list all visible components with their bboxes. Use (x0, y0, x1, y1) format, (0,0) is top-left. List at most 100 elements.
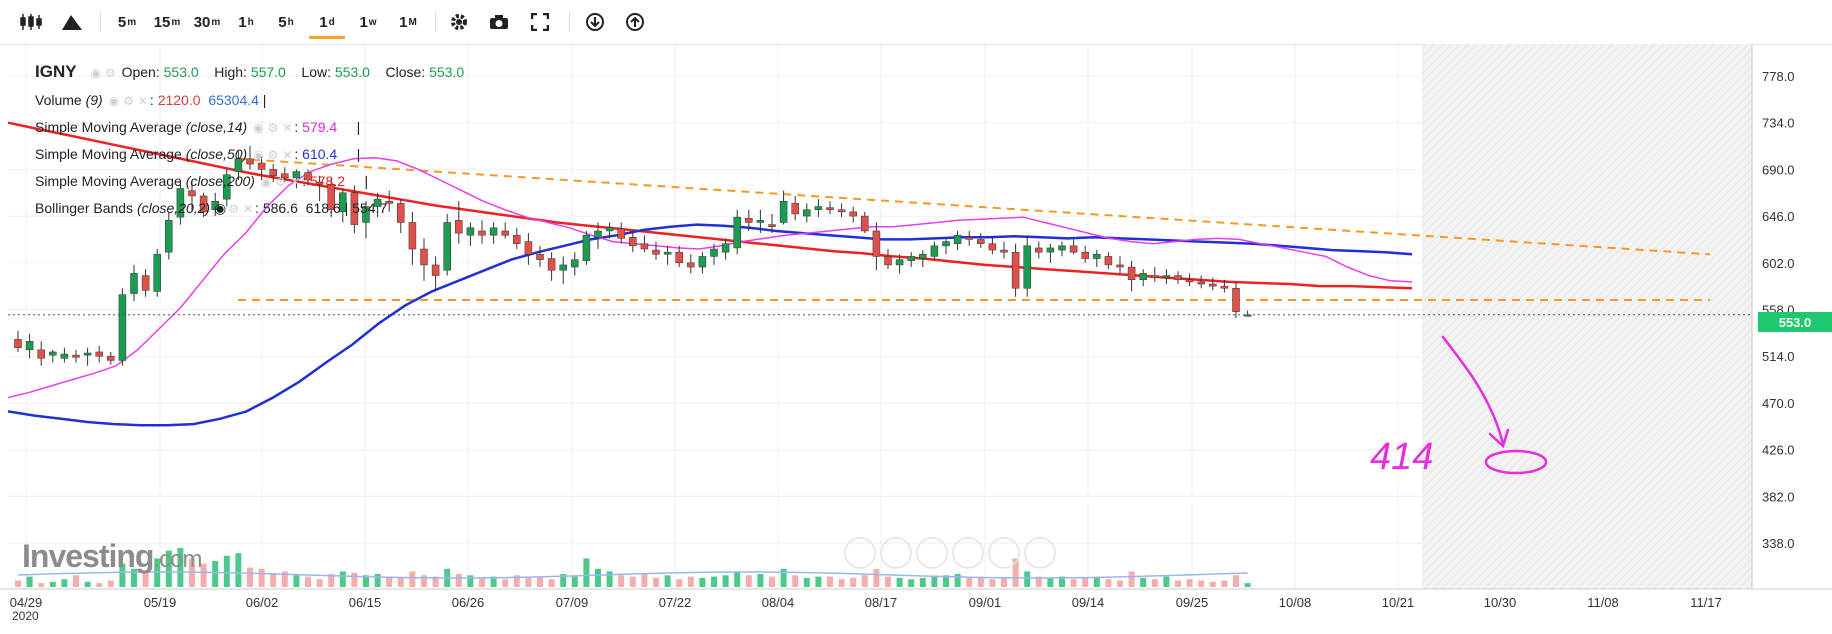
candle-body (339, 192, 347, 213)
y-tick-label: 426.0 (1762, 443, 1795, 458)
volume-bar (1128, 571, 1135, 587)
close-icon[interactable]: ✕ (282, 121, 293, 135)
volume-bar (502, 579, 509, 587)
volume-bar (397, 577, 404, 587)
eye-icon[interactable]: ◉ (253, 148, 264, 162)
volume-bar (919, 577, 926, 587)
volume-bar (119, 563, 126, 587)
volume-bar (687, 576, 694, 587)
sma200-label: Simple Moving Average (35, 173, 182, 189)
candle-body (953, 234, 962, 244)
volume-bar (1117, 580, 1123, 587)
candle-body (501, 230, 509, 236)
ohlc-legend: IGNY ◉ ⚙ Open: 553.0 High: 557.0 Low: 553… (35, 62, 464, 82)
candle-body (489, 227, 498, 236)
close-icon[interactable]: ✕ (242, 202, 254, 216)
candle-body (814, 206, 823, 210)
toolbar-divider (100, 12, 101, 32)
chart-area[interactable]: 778.0 734.0 690.0 646.0 602.0 558.0 514.0 470.0… (0, 44, 1832, 629)
candle-body (617, 228, 625, 239)
candle-body (547, 258, 556, 271)
volume-bar (838, 579, 845, 587)
tf-30m-button[interactable]: 30 m (193, 13, 221, 31)
close-icon[interactable]: ✕ (137, 94, 148, 108)
volume-bar (803, 577, 810, 587)
candle-body (72, 354, 80, 358)
area-type-icon[interactable] (58, 9, 86, 35)
volume-bar (1163, 576, 1170, 587)
volume-bar (537, 576, 543, 587)
x-tick-label: 10/08 (1279, 595, 1312, 610)
volume-bar (107, 580, 114, 587)
candle-body (1185, 279, 1194, 283)
volume-bar (757, 574, 764, 587)
fullscreen-icon[interactable] (527, 9, 553, 35)
eye-icon[interactable]: ◉ (108, 94, 120, 108)
candle-body (919, 254, 927, 259)
volume-bar (861, 575, 868, 587)
settings-icon[interactable]: ⚙ (267, 148, 279, 162)
y-tick-label: 602.0 (1762, 256, 1795, 271)
close-value: 553.0 (429, 64, 465, 80)
x-tick-label: 06/15 (349, 595, 382, 610)
settings-icon[interactable]: ⚙ (267, 121, 279, 135)
volume-bar (328, 574, 335, 587)
volume-ma-value: 65304.4 (208, 92, 259, 108)
upload-icon[interactable] (622, 9, 648, 35)
eye-icon[interactable]: ◉ (253, 121, 264, 135)
candle-body (977, 239, 985, 244)
bb-param: (close,20,2) (136, 200, 211, 216)
settings-icon[interactable]: ⚙ (228, 202, 239, 216)
volume-bar (1012, 558, 1019, 587)
volume-bar (490, 576, 497, 587)
candle-body (281, 173, 289, 179)
volume-bar (722, 575, 729, 587)
volume-bar (235, 553, 242, 587)
chart-nav-control (880, 537, 912, 569)
tf-15m-button[interactable]: 15 m (153, 13, 181, 31)
candle-body (246, 158, 254, 165)
price-chart[interactable]: 778.0734.0690.0646.0602.0558.0514.0470.0… (0, 44, 1832, 629)
volume-bar (966, 577, 973, 587)
volume-bar (258, 568, 265, 587)
volume-bar (177, 548, 184, 587)
candle-body (837, 209, 846, 213)
volume-bar (165, 550, 172, 587)
volume-bar (1070, 579, 1077, 587)
gear-icon[interactable] (446, 9, 472, 35)
eye-icon[interactable]: ◉ (214, 200, 227, 216)
volume-bar (711, 576, 717, 587)
candlestick-type-icon[interactable] (14, 9, 48, 35)
volume-bar (142, 571, 149, 587)
y-tick-label: 690.0 (1762, 162, 1795, 177)
settings-icon[interactable]: ⚙ (275, 175, 287, 189)
candle-body (60, 353, 69, 359)
volume-bar (15, 580, 21, 587)
download-icon[interactable] (582, 9, 608, 35)
eye-icon[interactable]: ◉ (260, 175, 272, 189)
close-icon[interactable]: ✕ (290, 175, 301, 189)
settings-icon[interactable]: ⚙ (123, 94, 134, 108)
volume-bar (1198, 580, 1205, 587)
volume-ma-line (17, 571, 1248, 579)
settings-icon[interactable]: ⚙ (104, 66, 116, 80)
candle-body (594, 230, 602, 238)
candle-body (153, 254, 161, 292)
chart-nav-control (916, 537, 948, 569)
volume-bar (363, 575, 369, 587)
candle-body (582, 234, 591, 261)
year-label: 2020 (12, 609, 39, 623)
close-icon[interactable]: ✕ (282, 148, 293, 162)
candle-body (745, 217, 753, 223)
x-tick-label: 04/29 (10, 595, 43, 610)
eye-icon[interactable]: ◉ (90, 66, 101, 80)
volume-bar (560, 574, 567, 587)
camera-icon[interactable] (486, 9, 512, 35)
